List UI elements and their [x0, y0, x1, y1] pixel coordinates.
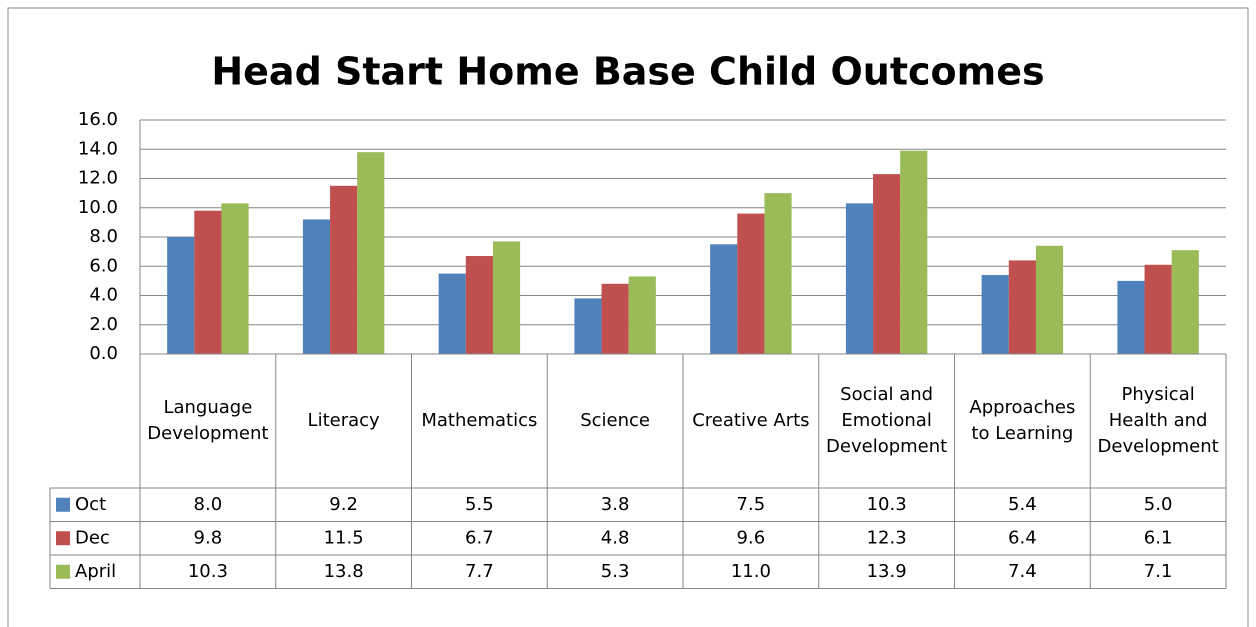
legend-swatch — [56, 531, 70, 546]
legend-label: Oct — [75, 494, 106, 515]
category-cell: Approaches to Learning — [969, 397, 1076, 444]
table-value: 10.3 — [188, 561, 228, 582]
table-value: 12.3 — [867, 527, 907, 548]
bar — [1035, 245, 1064, 354]
bar — [900, 150, 928, 354]
table-value: 7.5 — [737, 494, 766, 515]
table-value: 6.7 — [465, 527, 494, 548]
bar — [1008, 260, 1036, 354]
y-tick-label: 8.0 — [89, 226, 118, 247]
y-tick-label: 16.0 — [78, 109, 118, 130]
bar — [221, 203, 249, 354]
table-value: 5.3 — [601, 561, 630, 582]
bar — [330, 185, 358, 354]
bar — [737, 213, 765, 354]
table-value: 5.5 — [465, 494, 494, 515]
y-tick-label: 0.0 — [89, 343, 118, 364]
x-tick-label: Science — [580, 410, 651, 431]
category-cell: Science — [580, 410, 651, 431]
legend-swatch — [56, 497, 70, 512]
bar — [167, 237, 195, 354]
bar — [438, 273, 466, 354]
bar — [873, 174, 901, 354]
y-tick-label: 4.0 — [89, 285, 118, 306]
table-value: 4.8 — [601, 527, 630, 548]
bar — [981, 275, 1009, 354]
y-tick-label: 14.0 — [78, 138, 118, 159]
table-value: 9.6 — [737, 527, 766, 548]
bar — [710, 244, 738, 354]
x-tick-label: Language Development — [147, 397, 269, 444]
x-tick-label: Approaches to Learning — [969, 397, 1076, 444]
table-value: 9.2 — [329, 494, 358, 515]
category-cell: Physical Health and Development — [1097, 384, 1219, 457]
table-value: 5.0 — [1144, 494, 1173, 515]
bar — [628, 276, 656, 354]
bar — [492, 241, 521, 354]
table-value: 11.0 — [731, 561, 771, 582]
bar — [1171, 250, 1199, 354]
table-value: 5.4 — [1008, 494, 1037, 515]
y-tick-label: 6.0 — [89, 255, 118, 276]
table-value: 6.1 — [1144, 527, 1173, 548]
table-value: 10.3 — [867, 494, 907, 515]
x-tick-label: Mathematics — [421, 410, 538, 431]
category-cell: Literacy — [307, 410, 380, 431]
x-tick-label: Social and Emotional Development — [826, 384, 948, 457]
table-value: 7.7 — [465, 561, 494, 582]
category-cell: Creative Arts — [692, 410, 810, 431]
legend-label: Dec — [75, 527, 110, 548]
table-value: 7.4 — [1008, 561, 1037, 582]
bar — [194, 210, 222, 354]
y-tick-label: 10.0 — [78, 197, 118, 218]
bar — [601, 283, 629, 354]
bar — [1144, 264, 1172, 354]
y-tick-label: 2.0 — [89, 314, 118, 335]
bar — [357, 152, 385, 354]
legend-label: April — [75, 561, 116, 582]
chart-title: Head Start Home Base Child Outcomes — [211, 50, 1044, 94]
bar — [845, 203, 874, 354]
table-value: 3.8 — [601, 494, 630, 515]
category-cell: Social and Emotional Development — [826, 384, 948, 457]
x-tick-label: Literacy — [307, 410, 380, 431]
table-value: 9.8 — [194, 527, 223, 548]
table-value: 6.4 — [1008, 527, 1037, 548]
table-value: 13.8 — [324, 561, 364, 582]
bar — [764, 193, 792, 354]
bar — [302, 219, 331, 354]
table-value: 13.9 — [867, 561, 907, 582]
table-value: 8.0 — [194, 494, 223, 515]
bar — [574, 298, 602, 354]
category-cell: Language Development — [147, 397, 269, 444]
legend-swatch — [56, 564, 70, 579]
bar — [465, 256, 493, 354]
category-cell: Mathematics — [421, 410, 538, 431]
table-value: 11.5 — [324, 527, 364, 548]
x-tick-label: Creative Arts — [692, 410, 810, 431]
table-value: 7.1 — [1144, 561, 1173, 582]
x-tick-label: Physical Health and Development — [1097, 384, 1219, 457]
y-tick-label: 12.0 — [78, 168, 118, 189]
bar — [1117, 280, 1145, 354]
